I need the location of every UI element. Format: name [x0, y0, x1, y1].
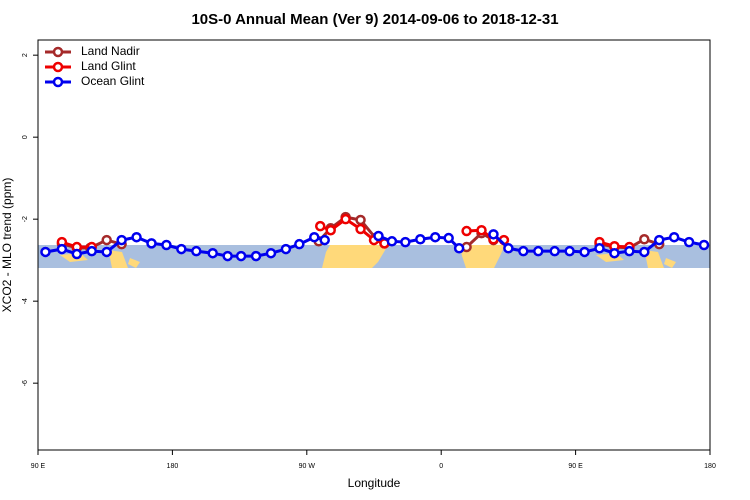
map-band	[38, 245, 710, 268]
legend-label: Land Nadir	[81, 44, 140, 58]
point	[146, 238, 157, 249]
point	[101, 234, 112, 246]
point	[309, 231, 320, 243]
point	[476, 224, 487, 236]
point	[71, 248, 83, 260]
y-tick-label: 2	[22, 53, 29, 57]
point	[340, 213, 351, 225]
point	[40, 246, 51, 258]
point	[314, 220, 326, 232]
land-america	[460, 245, 505, 268]
point	[116, 234, 127, 246]
x-axis-label: Longitude	[348, 476, 401, 490]
point	[400, 236, 411, 248]
y-axis-label: XCO2 - MLO trend (ppm)	[0, 178, 14, 313]
point	[355, 223, 366, 235]
legend-marker	[52, 61, 64, 73]
point	[564, 245, 575, 257]
point	[191, 245, 202, 257]
legend-label: Land Glint	[81, 59, 136, 73]
point	[250, 250, 262, 262]
point	[235, 250, 247, 262]
point	[161, 239, 172, 251]
point	[207, 247, 218, 259]
y-tick-label: -2	[22, 216, 29, 222]
point	[56, 243, 68, 255]
point	[683, 236, 695, 248]
y-tick-label: 0	[22, 135, 29, 139]
x-tick-label: 90 E	[31, 463, 46, 470]
y-tick-label: -4	[22, 298, 29, 304]
x-tick-label: 0	[439, 463, 443, 470]
land-africa	[322, 245, 388, 268]
point	[503, 243, 514, 254]
legend-label: Ocean Glint	[81, 74, 145, 88]
point	[280, 243, 292, 255]
point	[609, 247, 620, 259]
point	[518, 245, 529, 257]
point	[86, 245, 98, 257]
point	[319, 234, 330, 246]
point	[373, 230, 384, 242]
x-tick-label: 180	[167, 463, 179, 470]
point	[429, 231, 441, 243]
point	[294, 238, 305, 250]
point	[579, 246, 590, 258]
plot-frame	[37, 39, 711, 451]
point	[176, 243, 187, 255]
point	[415, 234, 426, 245]
point	[101, 246, 112, 258]
point	[386, 236, 398, 247]
point	[488, 229, 499, 240]
point	[549, 245, 560, 257]
point	[131, 231, 142, 243]
y-tick-label: -6	[22, 380, 29, 386]
point	[443, 232, 454, 244]
point	[594, 243, 605, 254]
point	[668, 231, 680, 243]
point	[639, 234, 650, 245]
point	[533, 245, 544, 257]
legend-marker	[52, 46, 64, 58]
point	[222, 250, 233, 262]
x-tick-label: 90 E	[568, 463, 583, 470]
point	[653, 234, 665, 246]
point	[461, 225, 472, 237]
point	[624, 245, 635, 257]
point	[453, 243, 465, 254]
chart-title: 10S-0 Annual Mean (Ver 9) 2014-09-06 to …	[191, 11, 558, 28]
point	[325, 224, 336, 236]
point	[265, 247, 277, 259]
point	[698, 239, 710, 251]
x-tick-label: 180	[704, 463, 716, 470]
point	[639, 246, 650, 258]
legend-marker	[52, 76, 64, 88]
point	[355, 214, 366, 226]
x-tick-label: 90 W	[299, 463, 316, 470]
